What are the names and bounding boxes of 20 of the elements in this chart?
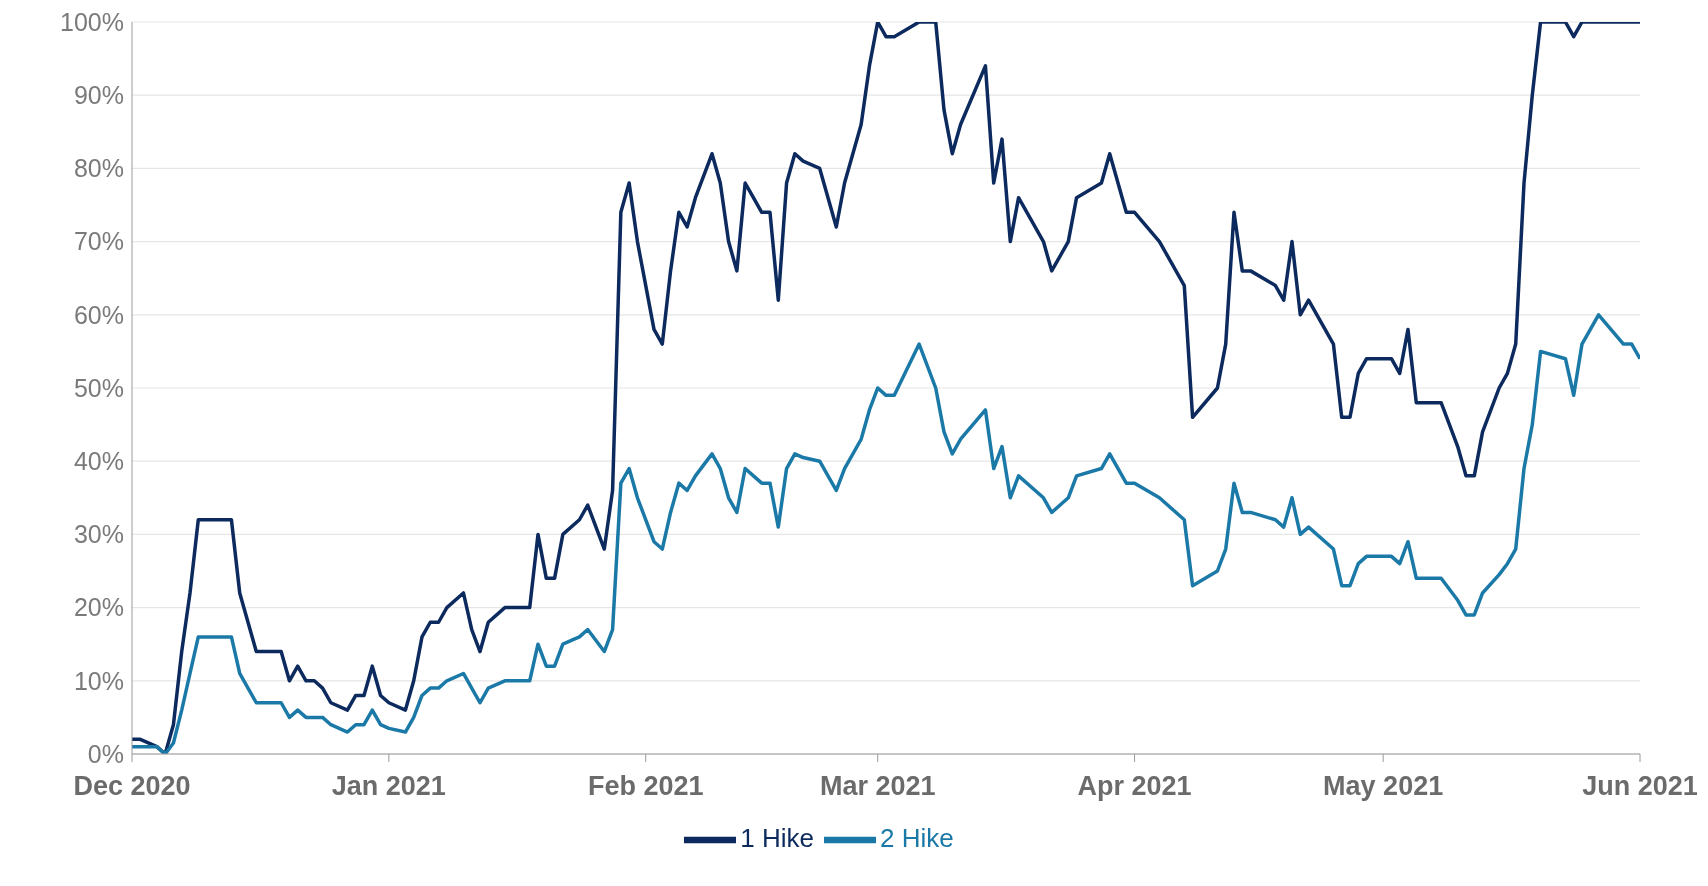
x-tick-label: Apr 2021 xyxy=(1077,771,1192,802)
y-tick-label: 100% xyxy=(60,7,124,36)
y-tick-label: 20% xyxy=(73,593,124,622)
y-tick-label: 70% xyxy=(73,227,124,256)
y-tick-label: 90% xyxy=(73,81,124,110)
legend-label: 1 Hike xyxy=(740,822,814,853)
y-tick-label: 30% xyxy=(73,520,124,549)
x-tick-label: May 2021 xyxy=(1323,771,1444,802)
y-tick-label: 10% xyxy=(73,666,124,695)
y-tick-label: 40% xyxy=(73,447,124,476)
x-tick-label: Jun 2021 xyxy=(1582,771,1698,802)
y-tick-label: 80% xyxy=(73,154,124,183)
x-tick-label: Feb 2021 xyxy=(587,771,704,802)
y-tick-label: 60% xyxy=(73,300,124,329)
legend-label: 2 Hike xyxy=(880,822,954,853)
x-tick-label: Mar 2021 xyxy=(819,771,936,802)
x-tick-label: Dec 2020 xyxy=(73,771,191,802)
y-tick-label: 0% xyxy=(87,739,124,768)
x-tick-label: Jan 2021 xyxy=(331,771,446,802)
y-tick-label: 50% xyxy=(73,373,124,402)
